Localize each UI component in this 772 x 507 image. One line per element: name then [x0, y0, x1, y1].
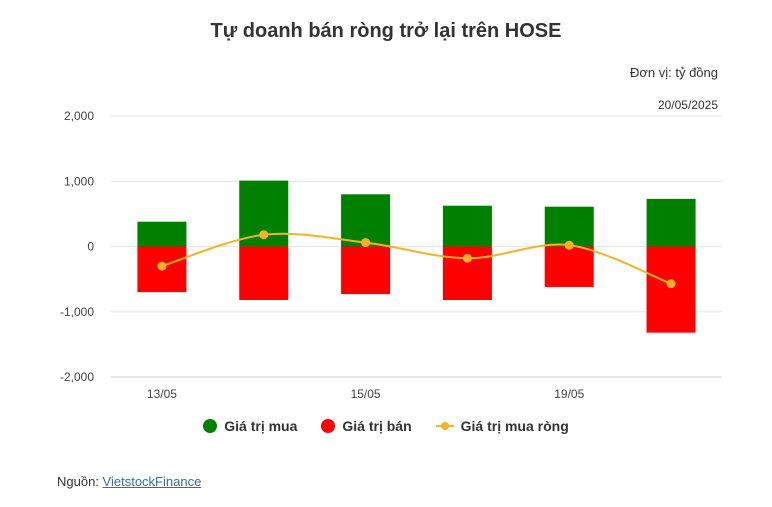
chart-title: Tự doanh bán ròng trở lại trên HOSE [210, 20, 562, 42]
source-link[interactable]: VietstockFinance [102, 474, 202, 489]
buy-bar [137, 221, 187, 247]
x-axis-labels: 13/05 15/05 19/05 [147, 387, 585, 401]
net-point [666, 279, 676, 289]
legend-item-buy[interactable]: Giá trị mua [203, 418, 297, 434]
legend-label-net: Giá trị mua ròng [460, 418, 569, 434]
sell-bar [646, 246, 696, 333]
x-tick-label: 15/05 [351, 387, 381, 401]
sell-bar [544, 246, 594, 287]
source-note: Nguồn: VietstockFinance [57, 474, 201, 489]
legend-label-sell: Giá trị bán [342, 418, 412, 434]
buy-bar [646, 198, 696, 247]
y-tick-label: 1,000 [64, 174, 94, 188]
legend-item-net[interactable]: Giá trị mua ròng [435, 418, 569, 434]
net-line-path [161, 232, 672, 285]
grid-lines [111, 115, 722, 378]
net-line [157, 230, 676, 289]
net-point [157, 261, 167, 271]
sell-bar [239, 246, 289, 301]
legend-item-sell[interactable]: Giá trị bán [321, 418, 412, 434]
y-tick-label: -1,000 [60, 305, 94, 319]
chart-plot: 2,000 1,000 0 -1,000 -2,000 13/05 15/05 19/05 [60, 109, 722, 401]
x-tick-label: 19/05 [554, 387, 584, 401]
legend-swatch-buy [203, 419, 218, 433]
net-point [462, 253, 472, 263]
x-tick-label: 13/05 [147, 387, 177, 401]
legend: Giá trị mua Giá trị bán Giá trị mua ròng [0, 418, 772, 434]
date-label: 20/05/2025 [657, 98, 718, 112]
buy-bar [341, 194, 391, 247]
net-point [564, 240, 574, 250]
net-point [259, 230, 269, 240]
y-tick-label: 2,000 [64, 109, 94, 123]
source-prefix: Nguồn: [57, 474, 103, 489]
y-tick-label: 0 [87, 240, 94, 254]
net-point [361, 238, 371, 248]
buy-bar [442, 205, 492, 247]
sell-bar [341, 246, 391, 295]
legend-swatch-sell [321, 419, 336, 433]
bars [137, 180, 696, 333]
unit-label: Đơn vị: tỷ đồng [629, 65, 718, 80]
y-axis-labels: 2,000 1,000 0 -1,000 -2,000 [60, 109, 94, 384]
buy-bar [544, 206, 594, 247]
legend-label-buy: Giá trị mua [224, 418, 298, 434]
legend-swatch-net [435, 419, 454, 433]
y-tick-label: -2,000 [60, 370, 94, 384]
